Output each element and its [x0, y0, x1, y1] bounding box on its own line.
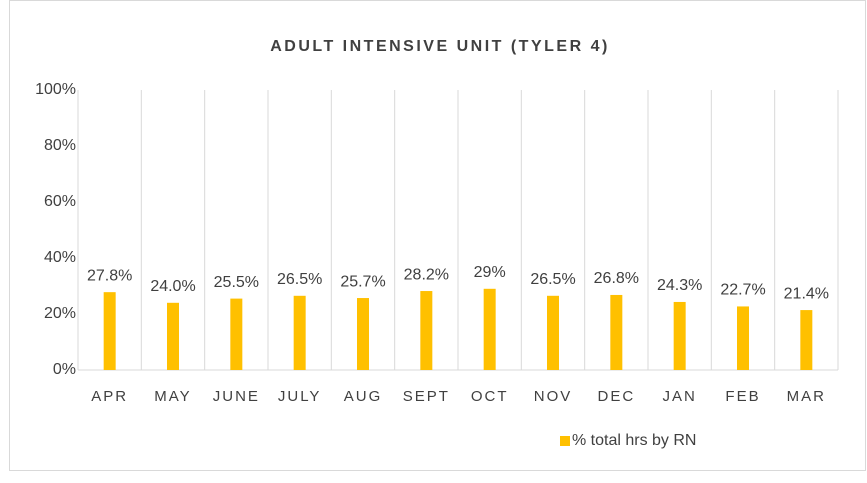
x-tick-label: JAN [662, 388, 696, 405]
legend-swatch [560, 436, 570, 446]
bar [103, 292, 116, 370]
bar [610, 294, 623, 370]
bar [673, 301, 686, 370]
y-tick-label: 100% [35, 81, 76, 98]
data-label: 26.5% [277, 271, 322, 288]
x-tick-label: DEC [597, 388, 635, 405]
x-tick-label: JUNE [213, 388, 260, 405]
bar [230, 298, 243, 370]
bar [800, 310, 813, 370]
legend-label: % total hrs by RN [572, 432, 696, 449]
chart-title: ADULT INTENSIVE UNIT (TYLER 4) [270, 38, 610, 55]
bar [357, 298, 369, 370]
data-label: 21.4% [784, 285, 829, 302]
y-tick-label: 0% [53, 361, 76, 378]
x-tick-label: JULY [278, 388, 322, 405]
data-label: 25.7% [340, 273, 385, 290]
data-label: 29% [474, 264, 506, 281]
x-tick-label: APR [91, 388, 128, 405]
bar [737, 306, 749, 370]
bar [167, 302, 179, 370]
data-label: 26.5% [530, 271, 575, 288]
chart-frame [9, 0, 866, 471]
bar [293, 295, 306, 370]
x-tick-label: AUG [344, 388, 383, 405]
data-label: 27.8% [87, 267, 132, 284]
x-tick-label: MAY [154, 388, 191, 405]
data-label: 24.3% [657, 277, 702, 294]
data-label: 25.5% [214, 274, 259, 291]
x-tick-label: SEPT [403, 388, 450, 405]
x-tick-label: OCT [471, 388, 509, 405]
x-tick-label: MAR [787, 388, 826, 405]
bar [483, 288, 496, 370]
x-tick-label: NOV [534, 388, 573, 405]
data-label: 24.0% [150, 278, 195, 295]
bar [420, 291, 433, 370]
data-label: 22.7% [720, 282, 765, 299]
data-label: 26.8% [594, 270, 639, 287]
bar [547, 295, 559, 370]
y-tick-label: 40% [44, 249, 76, 266]
y-tick-label: 20% [44, 305, 76, 322]
y-tick-label: 80% [44, 137, 76, 154]
x-tick-label: FEB [725, 388, 760, 405]
data-label: 28.2% [404, 266, 449, 283]
y-tick-label: 60% [44, 193, 76, 210]
